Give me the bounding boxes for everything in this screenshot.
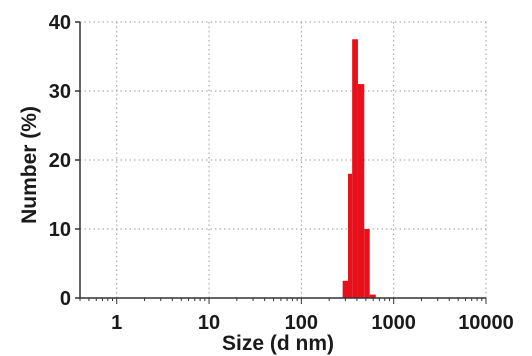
x-tick-label: 10 xyxy=(198,312,220,334)
histogram-bar xyxy=(352,39,358,298)
histogram-bar xyxy=(357,84,365,298)
y-tick-label: 30 xyxy=(49,81,71,103)
bars xyxy=(342,39,376,298)
x-tick-label: 10000 xyxy=(458,312,514,334)
grid xyxy=(80,21,487,298)
x-tick-label: 1000 xyxy=(371,312,416,334)
y-tick-label: 20 xyxy=(49,150,71,172)
x-tick-label: 100 xyxy=(285,312,318,334)
x-tick-label: 1 xyxy=(111,312,122,334)
axes xyxy=(75,21,487,304)
tick-labels: 0 10 20 30 40 1 10 100 1000 10000 xyxy=(49,12,514,334)
histogram-bar xyxy=(342,280,349,298)
x-axis-title: Size (d nm) xyxy=(222,332,334,355)
y-tick-label: 0 xyxy=(60,288,71,310)
y-tick-label: 10 xyxy=(49,219,71,241)
histogram-bar xyxy=(364,229,370,298)
histogram-bar xyxy=(348,173,353,298)
y-tick-label: 40 xyxy=(49,12,71,34)
histogram-bar xyxy=(369,294,376,298)
y-axis-title: Number (%) xyxy=(18,106,41,224)
